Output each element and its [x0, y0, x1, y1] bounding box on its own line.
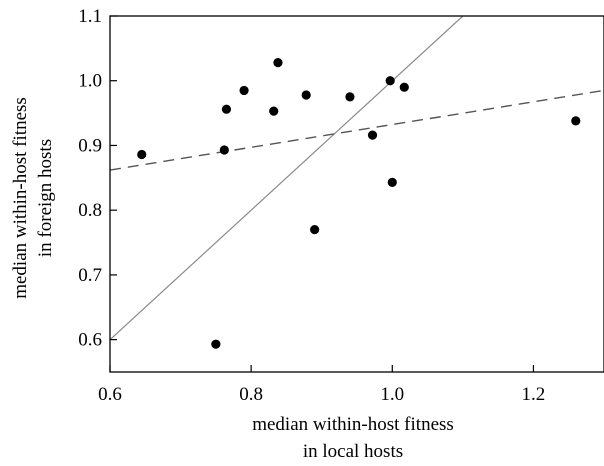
y-tick-label: 0.8 — [78, 200, 102, 221]
reference-lines — [110, 16, 604, 341]
x-axis-title-line-2: in local hosts — [303, 441, 403, 462]
x-tick-label: 0.8 — [239, 384, 263, 405]
x-axis-ticks: 0.6 0.8 1.0 1.2 — [98, 365, 545, 405]
y-tick-label: 1.0 — [78, 71, 102, 92]
data-point — [310, 225, 320, 235]
y-tick-label: 0.7 — [78, 265, 102, 286]
x-tick-label: 0.6 — [98, 384, 122, 405]
data-points — [137, 58, 581, 349]
data-point — [269, 106, 279, 116]
data-point — [137, 149, 147, 160]
plot-frame — [109, 15, 604, 373]
data-point — [211, 339, 221, 349]
y-tick-label: 0.6 — [78, 330, 102, 351]
identity-line — [110, 16, 464, 341]
y-axis-ticks: 0.6 0.7 0.8 0.9 1.0 1.1 — [78, 6, 117, 351]
data-point — [219, 145, 229, 155]
data-point — [221, 104, 232, 114]
data-point — [385, 76, 395, 86]
data-point — [571, 116, 581, 126]
data-point — [345, 92, 355, 102]
data-point — [367, 130, 378, 140]
y-tick-label: 0.9 — [78, 135, 102, 156]
data-point — [239, 85, 249, 96]
x-tick-label: 1.0 — [380, 384, 404, 405]
regression-line — [110, 89, 604, 171]
data-point — [387, 177, 397, 187]
x-axis-title-line-1: median within-host fitness — [252, 414, 454, 435]
y-tick-label: 1.1 — [78, 6, 102, 27]
y-axis-title-line-1: median within-host fitness — [10, 97, 31, 299]
x-tick-label: 1.2 — [522, 384, 546, 405]
data-point — [273, 58, 283, 68]
y-axis-title-line-2: in foreign hosts — [35, 139, 56, 257]
data-point — [301, 90, 311, 100]
data-point — [399, 82, 409, 92]
